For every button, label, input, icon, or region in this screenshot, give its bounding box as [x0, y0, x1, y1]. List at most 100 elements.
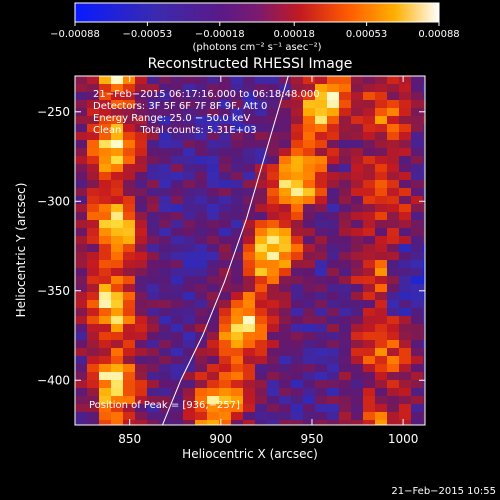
heatmap-cell [75, 348, 87, 356]
heatmap-cell [111, 148, 123, 156]
heatmap-cell [255, 148, 267, 156]
heatmap-cell [399, 412, 411, 420]
heatmap-cell [147, 148, 159, 156]
heatmap-cell [363, 156, 375, 164]
heatmap-cell [399, 388, 411, 396]
heatmap-cell [399, 300, 411, 308]
heatmap-cell [291, 236, 303, 244]
heatmap-cell [171, 92, 183, 100]
heatmap-cell [183, 268, 195, 276]
heatmap-cell [243, 316, 255, 324]
colorbar-tick-label: −0.00088 [50, 29, 100, 40]
heatmap-cell [87, 188, 99, 196]
heatmap-cell [387, 292, 399, 300]
heatmap-cell [159, 212, 171, 220]
heatmap-cell [291, 116, 303, 124]
heatmap-cell [315, 276, 327, 284]
heatmap-cell [147, 324, 159, 332]
heatmap-cell [411, 276, 423, 284]
heatmap-cell [255, 412, 267, 420]
heatmap-cell [375, 372, 387, 380]
heatmap-cell [327, 340, 339, 348]
heatmap-cell [207, 292, 219, 300]
heatmap-cell [195, 252, 207, 260]
heatmap-cell [267, 268, 279, 276]
heatmap-cell [267, 236, 279, 244]
heatmap-cell [75, 148, 87, 156]
heatmap-cell [159, 108, 171, 116]
heatmap-cell [195, 228, 207, 236]
heatmap-cell [207, 156, 219, 164]
heatmap-cell [111, 364, 123, 372]
heatmap-cell [99, 300, 111, 308]
heatmap-cell [303, 140, 315, 148]
heatmap-cell [195, 220, 207, 228]
heatmap-cell [171, 196, 183, 204]
heatmap-cell [411, 156, 423, 164]
heatmap-cell [279, 372, 291, 380]
heatmap-cells [75, 76, 425, 425]
heatmap-cell [111, 412, 123, 420]
heatmap-cell [219, 204, 231, 212]
heatmap-cell [99, 172, 111, 180]
heatmap-cell [255, 212, 267, 220]
heatmap-cell [303, 388, 315, 396]
heatmap-cell [123, 324, 135, 332]
heatmap-cell [411, 340, 423, 348]
heatmap-cell [327, 180, 339, 188]
heatmap-cell [123, 388, 135, 396]
heatmap-cell [411, 212, 423, 220]
heatmap-cell [339, 316, 351, 324]
heatmap-cell [363, 396, 375, 404]
heatmap-cell [267, 412, 279, 420]
solar-limb-line [162, 76, 289, 425]
heatmap-cell [279, 180, 291, 188]
heatmap-cell [291, 164, 303, 172]
heatmap-cell [243, 364, 255, 372]
heatmap-cell [315, 244, 327, 252]
heatmap-cell [195, 124, 207, 132]
heatmap-cell [339, 308, 351, 316]
heatmap-cell [399, 316, 411, 324]
heatmap-cell [387, 108, 399, 116]
heatmap-cell [183, 404, 195, 412]
heatmap-cell [207, 212, 219, 220]
heatmap-cell [375, 84, 387, 92]
heatmap-cell [279, 116, 291, 124]
heatmap-cell [375, 268, 387, 276]
heatmap-cell [315, 188, 327, 196]
heatmap-cell [135, 268, 147, 276]
heatmap-cell [219, 156, 231, 164]
heatmap-cell [171, 76, 183, 84]
heatmap-cell [327, 284, 339, 292]
heatmap-cell [399, 284, 411, 292]
heatmap-cell [171, 252, 183, 260]
peak-position-label: Position of Peak = [936,−257] [89, 400, 240, 411]
heatmap-cell [267, 76, 279, 84]
heatmap-cell [159, 420, 171, 425]
heatmap-cell [291, 396, 303, 404]
heatmap-cell [147, 380, 159, 388]
heatmap-cell [279, 244, 291, 252]
heatmap-cell [111, 308, 123, 316]
heatmap-cell [279, 308, 291, 316]
heatmap-cell [195, 100, 207, 108]
heatmap-cell [207, 308, 219, 316]
heatmap-cell [255, 420, 267, 425]
heatmap-cell [267, 100, 279, 108]
heatmap-cell [195, 244, 207, 252]
heatmap-cell [423, 348, 425, 356]
heatmap-cell [123, 172, 135, 180]
heatmap-cell [375, 180, 387, 188]
heatmap-cell [111, 188, 123, 196]
heatmap-cell [399, 276, 411, 284]
heatmap-cell [387, 188, 399, 196]
heatmap-cell [171, 244, 183, 252]
heatmap-cell [399, 220, 411, 228]
heatmap-cell [231, 356, 243, 364]
heatmap-cell [387, 140, 399, 148]
heatmap-cell [279, 76, 291, 84]
heatmap-cell [351, 140, 363, 148]
heatmap-cell [231, 404, 243, 412]
heatmap-cell [279, 100, 291, 108]
